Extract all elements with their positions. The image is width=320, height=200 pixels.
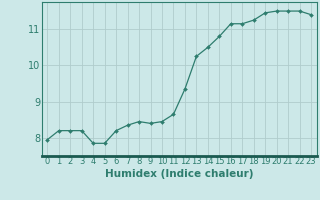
X-axis label: Humidex (Indice chaleur): Humidex (Indice chaleur) xyxy=(105,169,253,179)
